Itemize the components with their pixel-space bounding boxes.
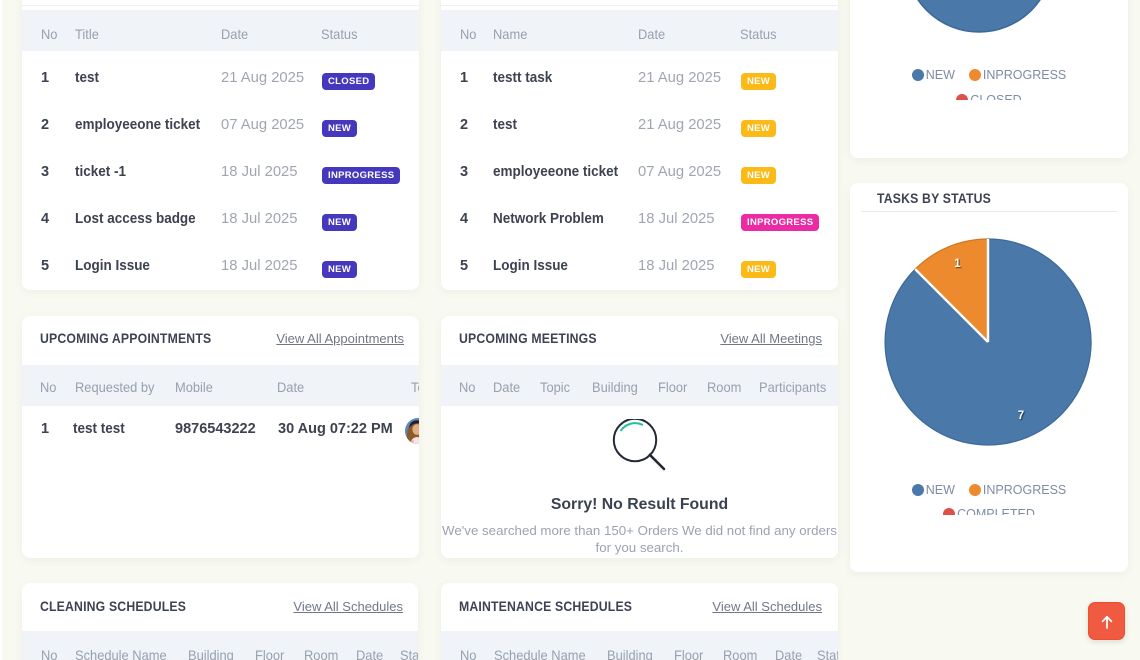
svg-text:7: 7 [1018, 410, 1024, 422]
svg-text:1: 1 [954, 258, 961, 270]
